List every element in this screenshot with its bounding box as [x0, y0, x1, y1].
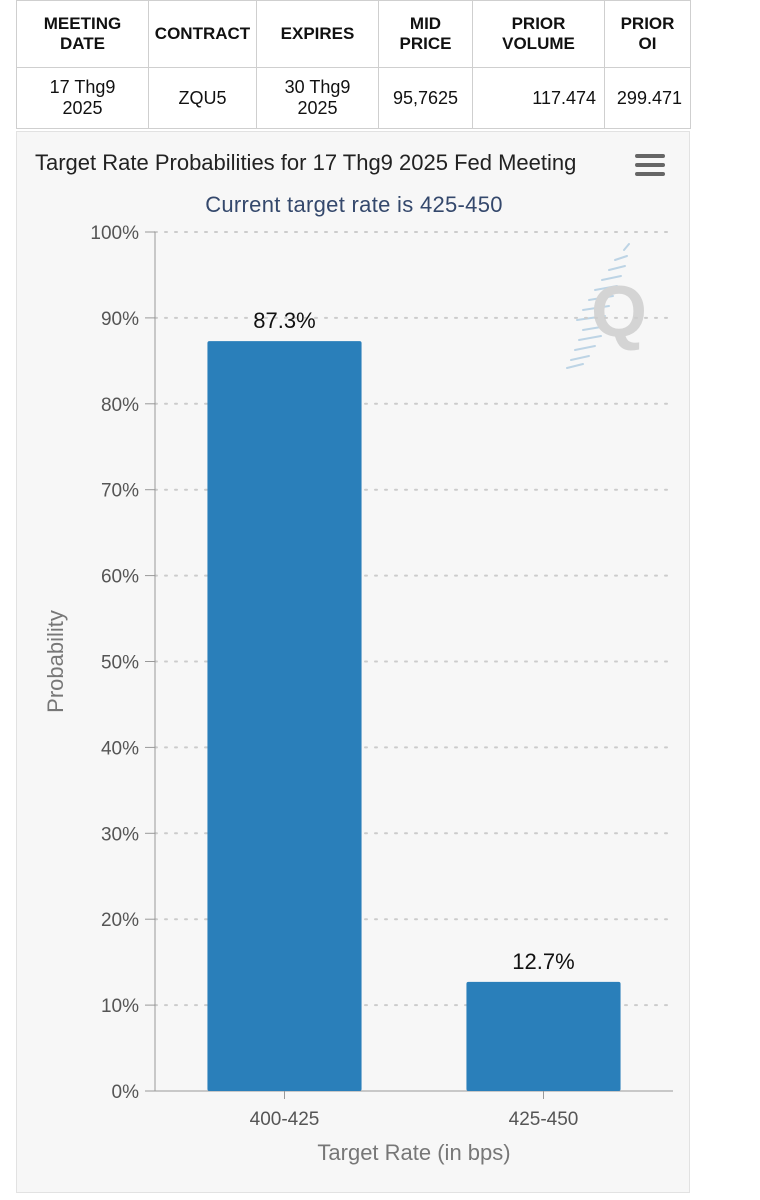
x-tick-label: 400-425	[250, 1109, 320, 1130]
y-tick-label: 70%	[101, 481, 139, 502]
data-label: 12.7%	[512, 949, 574, 974]
y-tick-label: 30%	[101, 824, 139, 845]
header-meeting-date: MEETING DATE	[16, 0, 149, 68]
x-axis-title: Target Rate (in bps)	[317, 1140, 510, 1165]
chart-panel: Q 0% 10% 20% 30% 40% 50% 60% 70% 80% 90% 100% 87.3%…	[16, 131, 690, 1193]
table-header-row: MEETING DATE CONTRACT EXPIRES MID PRICE PR…	[16, 0, 691, 68]
table-row: 17 Thg9 2025 ZQU5 30 Thg9 2025 95,7625 117…	[16, 67, 691, 129]
y-tick-label: 0%	[112, 1082, 140, 1103]
header-contract: CONTRACT	[148, 0, 257, 68]
svg-text:Q: Q	[591, 272, 647, 352]
y-tick-label: 40%	[101, 738, 139, 759]
bar-chart: Q 0% 10% 20% 30% 40% 50% 60% 70% 80% 90% 100% 87.3%…	[43, 223, 674, 1165]
data-label: 87.3%	[253, 308, 315, 333]
x-tick-label: 425-450	[509, 1109, 579, 1130]
q-logo-watermark: Q	[566, 243, 647, 369]
bar-400-425	[207, 341, 362, 1091]
header-prior-volume: PRIOR VOLUME	[472, 0, 605, 68]
y-axis-title: Probability	[43, 610, 68, 713]
header-prior-oi: PRIOR OI	[604, 0, 691, 68]
y-tick-label: 100%	[90, 223, 139, 244]
y-tick-label: 10%	[101, 996, 139, 1017]
cell-mid-price: 95,7625	[378, 67, 473, 129]
y-tick-label: 50%	[101, 653, 139, 674]
chart-title: Target Rate Probabilities for 17 Thg9 20…	[35, 150, 577, 175]
bar-425-450	[466, 981, 621, 1091]
cell-meeting-date: 17 Thg9 2025	[16, 67, 149, 129]
y-tick-label: 80%	[101, 395, 139, 416]
y-tick-label: 90%	[101, 309, 139, 330]
y-tick-label: 60%	[101, 567, 139, 588]
contract-table: MEETING DATE CONTRACT EXPIRES MID PRICE PR…	[16, 0, 691, 129]
cell-prior-volume: 117.474	[472, 67, 605, 129]
cell-prior-oi: 299.471	[604, 67, 691, 129]
hamburger-menu-icon[interactable]	[635, 154, 665, 180]
cell-contract: ZQU5	[148, 67, 257, 129]
cell-expires: 30 Thg9 2025	[256, 67, 379, 129]
chart-subtitle: Current target rate is 425-450	[205, 192, 503, 217]
header-expires: EXPIRES	[256, 0, 379, 68]
y-tick-label: 20%	[101, 910, 139, 931]
header-mid-price: MID PRICE	[378, 0, 473, 68]
